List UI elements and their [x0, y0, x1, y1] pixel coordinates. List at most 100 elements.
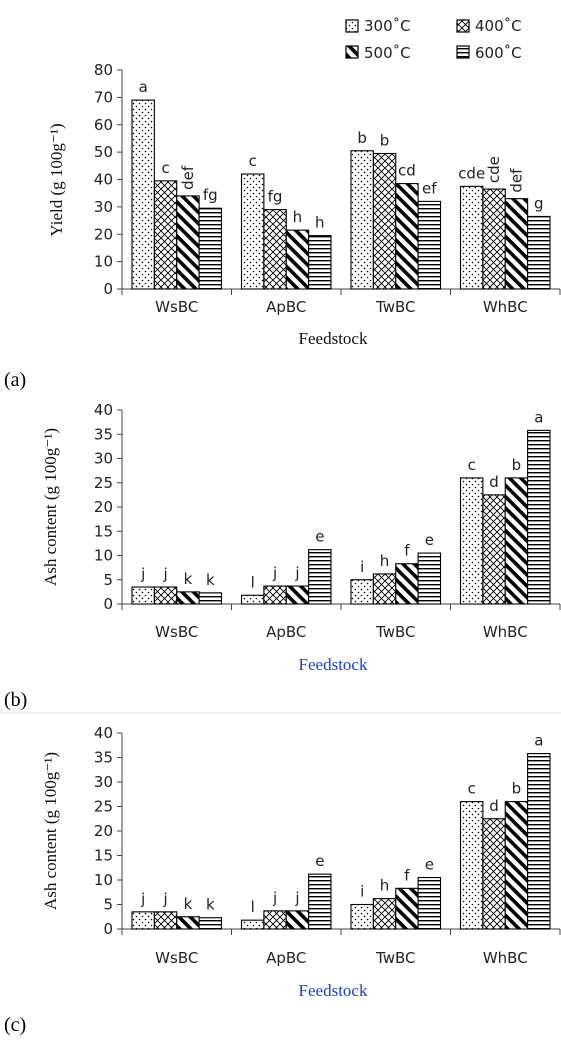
- y-tick-label: 40: [94, 401, 113, 419]
- bar-wsbc-300: [131, 911, 155, 930]
- y-tick-label: 40: [94, 724, 113, 742]
- significance-label: l: [251, 898, 255, 916]
- significance-label: cd: [398, 162, 416, 180]
- bar-whbc-300: [459, 801, 484, 930]
- significance-label: cde: [485, 156, 503, 183]
- significance-label: g: [534, 194, 544, 212]
- y-axis-title: Yield (g 100g⁻¹): [47, 123, 66, 236]
- significance-label: e: [425, 531, 434, 549]
- significance-label: j: [272, 889, 277, 907]
- significance-label: j: [272, 564, 277, 582]
- panel-label: (b): [4, 689, 27, 711]
- x-tick-label: ApBC: [266, 623, 306, 641]
- bar-apbc-500: [285, 585, 310, 605]
- bar-apbc-400: [263, 585, 287, 605]
- y-tick-label: 5: [103, 571, 113, 589]
- significance-label: f: [404, 866, 410, 884]
- y-tick-label: 0: [103, 595, 113, 613]
- legend-swatch-500: [345, 45, 359, 59]
- bar-apbc-600: [308, 549, 332, 605]
- x-tick-label: TwBC: [375, 949, 415, 967]
- legend-item-300: 300˚C: [345, 17, 411, 35]
- bar-twbc-300: [350, 150, 374, 290]
- bar-apbc-600: [308, 873, 332, 930]
- significance-label: a: [534, 408, 543, 426]
- legend-item-500: 500˚C: [345, 44, 411, 62]
- bar-wsbc-600: [198, 207, 223, 290]
- bar-twbc-500: [395, 887, 419, 930]
- significance-label: def: [507, 168, 525, 193]
- bar-wsbc-500: [176, 916, 200, 930]
- legend-swatch-600: [456, 45, 470, 59]
- bar-whbc-400: [482, 818, 506, 930]
- y-tick-label: 50: [94, 143, 113, 161]
- significance-label: b: [357, 129, 367, 147]
- significance-label: j: [294, 564, 299, 582]
- x-tick-label: WsBC: [155, 949, 198, 967]
- bar-twbc-300: [350, 903, 374, 930]
- significance-label: f: [404, 542, 410, 560]
- bar-twbc-600: [417, 876, 442, 930]
- bar-wsbc-500: [176, 195, 200, 290]
- legend-label-500: 500˚C: [364, 44, 411, 62]
- x-tick-label: WsBC: [155, 623, 198, 641]
- bar-apbc-600: [308, 235, 332, 290]
- bar-whbc-500: [504, 801, 529, 930]
- y-axis-title: Ash content (g 100g⁻¹): [41, 428, 60, 586]
- bar-apbc-400: [263, 910, 287, 930]
- y-tick-label: 25: [94, 474, 113, 492]
- bar-twbc-400: [372, 898, 397, 930]
- bar-apbc-400: [263, 209, 287, 290]
- bar-wsbc-500: [176, 591, 200, 605]
- bar-whbc-600: [527, 429, 551, 605]
- bar-twbc-300: [350, 579, 374, 605]
- significance-label: d: [489, 473, 499, 491]
- legend-label-400: 400˚C: [475, 17, 522, 35]
- x-tick-label: TwBC: [375, 623, 415, 641]
- significance-label: cde: [458, 164, 485, 182]
- y-tick-label: 20: [94, 225, 113, 243]
- y-tick-label: 15: [94, 522, 113, 540]
- y-tick-label: 10: [94, 547, 113, 565]
- y-tick-label: 0: [103, 280, 113, 298]
- significance-label: ef: [422, 179, 437, 197]
- bar-wsbc-400: [153, 180, 178, 290]
- x-tick-label: ApBC: [266, 949, 306, 967]
- significance-label: h: [315, 214, 325, 232]
- legend-label-600: 600˚C: [475, 44, 522, 62]
- bar-wsbc-600: [198, 592, 223, 605]
- y-tick-label: 60: [94, 116, 113, 134]
- significance-label: k: [184, 895, 193, 913]
- significance-label: e: [315, 852, 324, 870]
- bar-whbc-500: [504, 477, 529, 605]
- bar-whbc-400: [482, 494, 506, 605]
- y-tick-label: 30: [94, 450, 113, 468]
- bar-twbc-400: [372, 152, 397, 290]
- bar-apbc-500: [285, 910, 310, 930]
- significance-label: k: [184, 570, 193, 588]
- bar-apbc-300: [240, 173, 265, 290]
- significance-label: h: [380, 552, 390, 570]
- significance-label: j: [140, 890, 145, 908]
- significance-label: l: [251, 573, 255, 591]
- bar-twbc-500: [395, 183, 419, 290]
- y-tick-label: 40: [94, 171, 113, 189]
- bar-wsbc-600: [198, 917, 223, 930]
- significance-label: i: [360, 883, 364, 901]
- significance-label: j: [294, 889, 299, 907]
- significance-label: a: [534, 732, 543, 750]
- bar-apbc-300: [240, 919, 265, 930]
- legend: 300˚C 400˚C 500˚C 600˚C: [345, 17, 522, 62]
- significance-label: def: [179, 165, 197, 190]
- y-tick-label: 35: [94, 425, 113, 443]
- y-tick-label: 20: [94, 498, 113, 516]
- x-tick-label: ApBC: [266, 298, 306, 316]
- bar-whbc-400: [482, 188, 506, 290]
- y-axis-title: Ash content (g 100g⁻¹): [41, 752, 60, 910]
- x-tick-label: WhBC: [483, 298, 528, 316]
- significance-label: c: [249, 152, 257, 170]
- y-tick-label: 10: [94, 253, 113, 271]
- significance-label: k: [206, 896, 215, 914]
